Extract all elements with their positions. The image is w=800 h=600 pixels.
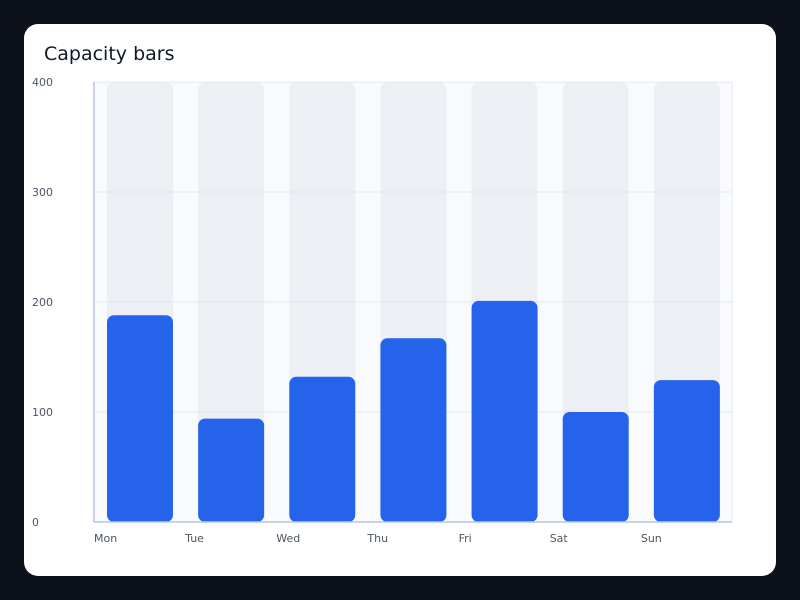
bar [198, 418, 265, 522]
bar [380, 338, 447, 522]
y-tick-label: 300 [32, 186, 53, 199]
x-tick-label: Thu [366, 532, 388, 545]
x-tick-label: Wed [276, 532, 300, 545]
x-tick-label: Mon [94, 532, 117, 545]
x-tick-label: Sun [641, 532, 662, 545]
bar [562, 412, 629, 522]
bar [471, 300, 538, 522]
y-tick-label: 0 [32, 516, 39, 529]
bar [107, 315, 173, 522]
chart-title: Capacity bars [44, 43, 175, 65]
y-tick-label: 100 [32, 406, 53, 419]
x-tick-label: Sat [550, 532, 569, 545]
bar [289, 376, 356, 522]
y-tick-label: 400 [32, 76, 53, 89]
y-tick-label: 200 [32, 296, 53, 309]
x-tick-label: Tue [184, 532, 204, 545]
x-tick-label: Fri [459, 532, 472, 545]
bar [653, 380, 720, 522]
